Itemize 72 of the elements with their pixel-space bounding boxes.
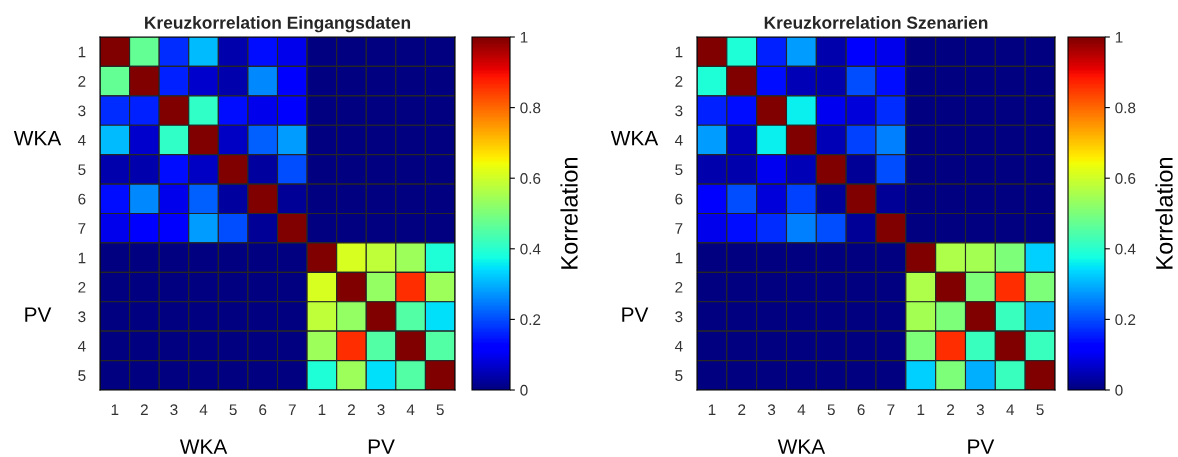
x-tick-label: 2 [947, 404, 955, 415]
x-tick-label: 3 [767, 404, 776, 416]
color-bar-label: 0.8 [520, 102, 541, 114]
x-tick-label: 4 [797, 404, 806, 415]
color-bar-label: 0.6 [1115, 173, 1136, 184]
text: WKA [610, 131, 659, 146]
color-bar-label: 1 [520, 32, 528, 43]
x-tick-label: 4 [406, 404, 415, 415]
x-tick-label: 5 [229, 404, 237, 416]
x-tick-label: 3 [976, 404, 984, 416]
x-tick-label: 2 [738, 404, 746, 415]
color-bar-label: 0 [520, 384, 528, 396]
chart-title: Kreuzkorrelation Eingangsdaten [145, 16, 411, 33]
text: PV [622, 307, 649, 322]
color-bar-label: 0 [1115, 384, 1123, 396]
y-tick-label: 4 [674, 134, 683, 146]
text: WKA [777, 439, 826, 454]
x-tick-label: 1 [917, 404, 925, 415]
text: PV [368, 439, 395, 454]
y-tick-label: 4 [77, 340, 86, 352]
y-tick-label: 1 [78, 252, 86, 264]
y-tick-label: 3 [78, 105, 86, 117]
y-tick-label: 7 [78, 223, 86, 234]
y-tick-label: 5 [78, 370, 86, 381]
text: WKA [179, 439, 228, 454]
y-tick-label: 2 [675, 281, 683, 293]
y-tick-label: 4 [674, 340, 683, 352]
y-tick-label: 6 [78, 193, 86, 205]
x-tick-label: 5 [1036, 404, 1044, 416]
chart-title: Kreuzkorrelation Szenarien [764, 16, 988, 29]
y-tick-label: 5 [675, 370, 683, 381]
y-tick-label: 6 [675, 193, 683, 205]
y-tick-label: 5 [675, 164, 683, 176]
x-tick-label: 5 [827, 404, 835, 416]
x-tick-label: 1 [111, 404, 119, 415]
y-tick-label: 5 [78, 164, 86, 176]
text: PV [25, 307, 52, 322]
y-tick-label: 2 [675, 75, 683, 87]
color-bar-label: 0.2 [1115, 314, 1136, 326]
color-bar-label: 1 [1115, 32, 1123, 43]
x-tick-label: 4 [199, 404, 208, 415]
y-tick-label: 3 [675, 311, 683, 323]
x-tick-label: 5 [436, 404, 444, 416]
y-tick-label: 7 [675, 223, 683, 234]
x-tick-label: 1 [318, 404, 326, 415]
color-bar-label: 0.6 [520, 173, 541, 184]
y-tick-label: 1 [78, 46, 86, 58]
x-tick-label: 3 [377, 404, 385, 416]
color-bar-label: 0.2 [520, 314, 541, 326]
x-tick-label: 7 [288, 404, 296, 415]
color-bar-title: Korrelation [560, 157, 578, 269]
x-tick-label: 3 [170, 404, 178, 416]
y-tick-label: 4 [77, 134, 86, 146]
y-tick-label: 1 [675, 252, 683, 264]
color-bar-label: 0.4 [1115, 243, 1136, 255]
x-tick-label: 6 [259, 404, 267, 416]
color-bar-title: Korrelation [1155, 157, 1173, 269]
x-tick-label: 4 [1006, 404, 1015, 415]
x-tick-label: 2 [347, 404, 355, 415]
color-bar-label: 0.4 [520, 243, 541, 255]
color-bar-label: 0.8 [1115, 102, 1136, 114]
text: PV [968, 439, 995, 454]
y-tick-label: 2 [78, 281, 86, 293]
y-tick-label: 1 [675, 46, 683, 58]
x-tick-label: 6 [857, 404, 865, 416]
x-tick-label: 7 [887, 404, 895, 415]
y-tick-label: 3 [78, 311, 86, 323]
x-tick-label: 2 [140, 404, 148, 415]
x-tick-label: 1 [708, 404, 716, 415]
y-tick-label: 2 [78, 75, 86, 87]
text: WKA [13, 131, 62, 146]
y-tick-label: 3 [675, 105, 683, 117]
